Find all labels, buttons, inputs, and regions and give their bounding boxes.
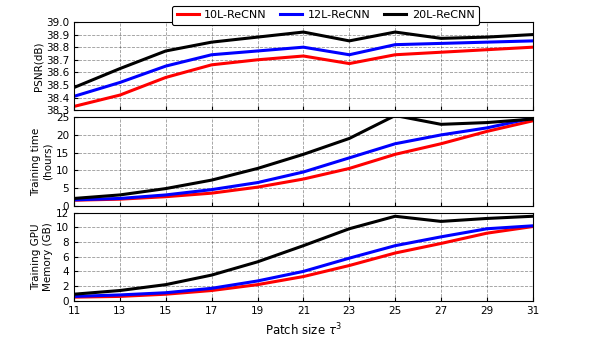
- 10L-ReCNN: [346, 62, 353, 66]
- Y-axis label: PSNR(dB): PSNR(dB): [33, 41, 43, 91]
- 10L-ReCNN: [254, 58, 261, 62]
- Y-axis label: Training GPU
Memory (GB): Training GPU Memory (GB): [31, 222, 53, 291]
- 10L-ReCNN: [529, 45, 536, 49]
- 10L-ReCNN: [484, 48, 491, 52]
- 20L-ReCNN: [392, 30, 399, 34]
- 20L-ReCNN: [162, 49, 169, 53]
- 20L-ReCNN: [254, 35, 261, 39]
- 20L-ReCNN: [208, 40, 215, 44]
- 20L-ReCNN: [300, 30, 307, 34]
- 20L-ReCNN: [484, 35, 491, 39]
- 20L-ReCNN: [529, 32, 536, 37]
- Y-axis label: Training time
(hours): Training time (hours): [31, 127, 53, 195]
- 12L-ReCNN: [392, 43, 399, 47]
- 12L-ReCNN: [300, 45, 307, 49]
- 10L-ReCNN: [162, 75, 169, 79]
- Line: 20L-ReCNN: 20L-ReCNN: [74, 32, 533, 88]
- 12L-ReCNN: [346, 53, 353, 57]
- 12L-ReCNN: [208, 53, 215, 57]
- 12L-ReCNN: [162, 64, 169, 68]
- 10L-ReCNN: [70, 104, 78, 108]
- 20L-ReCNN: [346, 39, 353, 43]
- 12L-ReCNN: [484, 40, 491, 44]
- 10L-ReCNN: [117, 93, 124, 97]
- 10L-ReCNN: [300, 54, 307, 58]
- 12L-ReCNN: [529, 39, 536, 43]
- Line: 12L-ReCNN: 12L-ReCNN: [74, 41, 533, 96]
- Line: 10L-ReCNN: 10L-ReCNN: [74, 47, 533, 106]
- X-axis label: Patch size $\tau^3$: Patch size $\tau^3$: [265, 321, 342, 338]
- 10L-ReCNN: [437, 50, 445, 54]
- 12L-ReCNN: [117, 80, 124, 84]
- 10L-ReCNN: [208, 63, 215, 67]
- 10L-ReCNN: [392, 53, 399, 57]
- Legend: 10L-ReCNN, 12L-ReCNN, 20L-ReCNN: 10L-ReCNN, 12L-ReCNN, 20L-ReCNN: [172, 5, 479, 25]
- 12L-ReCNN: [70, 94, 78, 98]
- 12L-ReCNN: [437, 41, 445, 45]
- 20L-ReCNN: [437, 36, 445, 40]
- 12L-ReCNN: [254, 49, 261, 53]
- 20L-ReCNN: [117, 67, 124, 71]
- 20L-ReCNN: [70, 86, 78, 90]
